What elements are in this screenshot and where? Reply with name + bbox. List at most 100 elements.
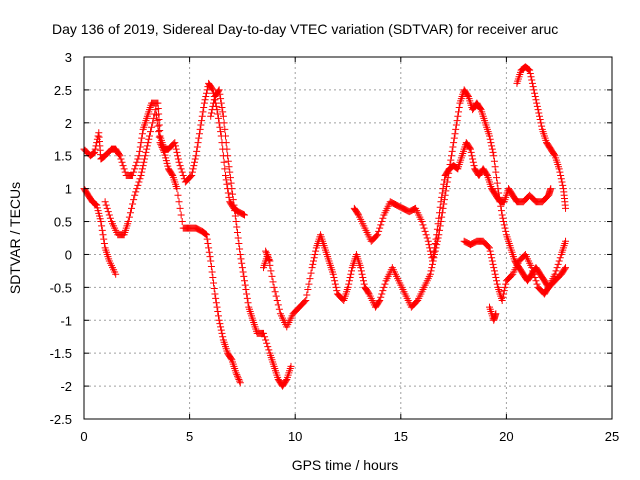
data-point <box>531 89 539 97</box>
data-point <box>419 221 427 229</box>
data-point <box>501 283 509 291</box>
data-series <box>207 86 295 390</box>
data-point <box>225 193 233 201</box>
data-point <box>490 264 498 272</box>
data-point <box>344 283 352 291</box>
data-point <box>263 339 271 347</box>
y-tick-label: -2.5 <box>50 412 72 427</box>
data-point <box>535 112 543 120</box>
data-point <box>271 288 279 296</box>
data-point <box>498 297 506 305</box>
data-point <box>158 144 166 151</box>
data-point <box>536 116 544 124</box>
data-point <box>178 168 186 176</box>
data-point <box>210 99 218 107</box>
data-point <box>273 297 281 305</box>
data-point <box>275 305 283 313</box>
data-point <box>207 257 215 265</box>
data-point <box>244 299 252 307</box>
data-point <box>487 139 495 147</box>
data-point <box>494 185 502 193</box>
data-point <box>345 280 353 288</box>
data-point <box>544 284 552 292</box>
data-point <box>499 214 507 222</box>
data-point <box>137 171 145 179</box>
data-point <box>201 96 209 104</box>
data-point <box>528 264 536 272</box>
data-point <box>126 209 134 217</box>
data-point <box>241 211 249 219</box>
data-point <box>204 239 212 247</box>
x-tick-label: 10 <box>288 429 302 444</box>
data-point <box>490 152 498 160</box>
data-point <box>438 193 446 201</box>
x-axis-label: GPS time / hours <box>292 457 399 473</box>
data-point <box>228 185 236 193</box>
data-point <box>233 223 241 231</box>
data-point <box>262 249 270 257</box>
y-tick-label: 2.5 <box>54 83 72 98</box>
data-point <box>235 239 243 247</box>
data-point <box>556 254 564 262</box>
data-point <box>179 171 187 179</box>
data-point <box>269 278 277 286</box>
data-point <box>116 152 124 160</box>
data-point <box>130 196 138 204</box>
data-point <box>489 148 497 156</box>
y-tick-label: -1.5 <box>50 346 72 361</box>
data-point <box>531 92 539 100</box>
data-point <box>345 277 353 285</box>
data-point <box>224 157 232 165</box>
data-point <box>311 250 319 258</box>
data-point <box>452 125 460 133</box>
data-point <box>105 211 113 219</box>
data-point <box>172 142 180 150</box>
data-point <box>177 211 185 219</box>
data-point <box>208 106 216 114</box>
data-point <box>172 145 180 153</box>
data-point <box>202 92 210 100</box>
data-point <box>357 264 365 272</box>
y-tick-label: -0.5 <box>50 280 72 295</box>
data-point <box>237 255 245 263</box>
data-point <box>502 227 510 235</box>
data-point <box>200 99 208 107</box>
data-point <box>191 155 199 163</box>
y-tick-label: -2 <box>60 379 72 394</box>
data-point <box>99 231 107 239</box>
data-point <box>124 218 132 226</box>
data-point <box>143 145 151 153</box>
data-point <box>243 294 251 302</box>
data-point <box>221 125 229 133</box>
data-point <box>226 168 234 176</box>
data-point <box>483 170 491 178</box>
data-point <box>264 254 272 262</box>
data-point <box>98 222 106 230</box>
data-point <box>133 185 141 193</box>
data-point <box>217 95 225 103</box>
data-point <box>223 145 231 153</box>
data-point <box>302 297 310 305</box>
data-point <box>91 200 99 208</box>
data-point <box>558 178 566 186</box>
y-tick-label: 1.5 <box>54 149 72 164</box>
data-point <box>489 260 497 268</box>
data-point <box>125 213 133 221</box>
data-point <box>532 96 540 104</box>
data-point <box>225 163 233 171</box>
data-point <box>498 211 506 219</box>
data-point <box>194 139 202 147</box>
data-point <box>491 163 499 171</box>
data-point <box>218 329 226 337</box>
data-point <box>133 158 141 166</box>
data-point <box>148 123 156 131</box>
data-point <box>265 346 273 354</box>
data-point <box>239 210 247 218</box>
data-point <box>241 277 249 285</box>
data-point <box>450 139 458 147</box>
data-point <box>205 248 213 256</box>
data-point <box>491 270 499 278</box>
data-series <box>460 237 570 305</box>
data-point <box>529 267 537 275</box>
data-point <box>233 371 241 379</box>
